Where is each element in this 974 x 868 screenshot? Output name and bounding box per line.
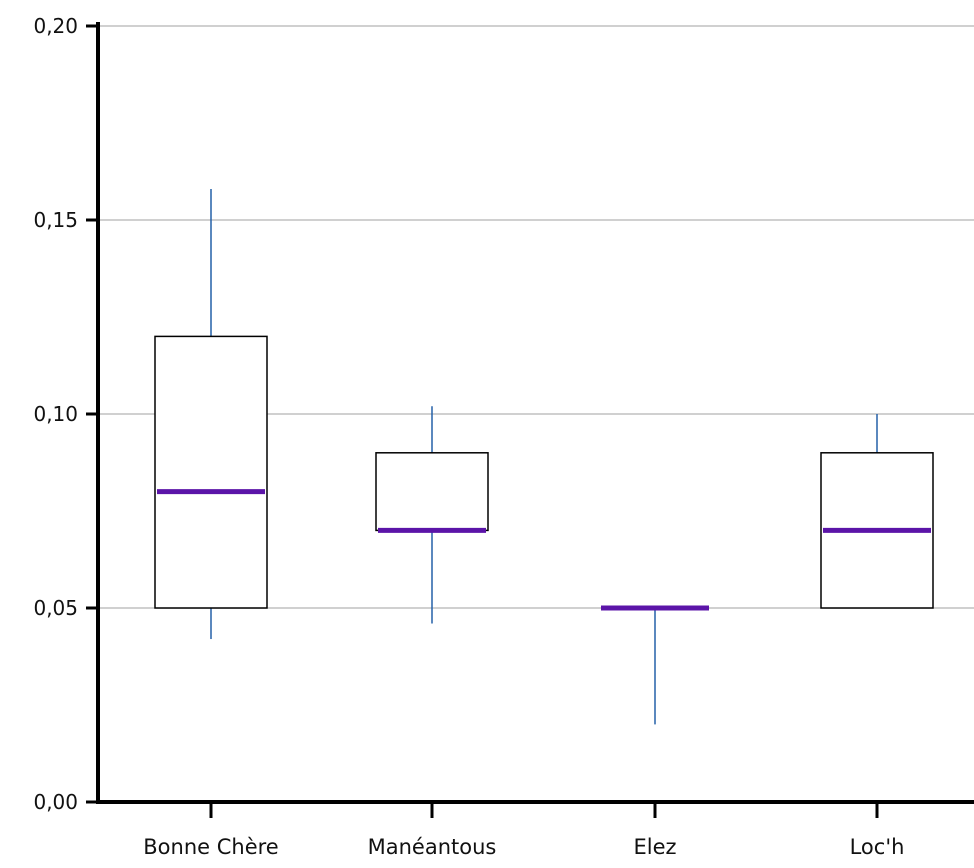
y-tick-label: 0,15 — [33, 208, 78, 232]
box-group — [375, 406, 489, 624]
box-group — [820, 414, 934, 609]
x-category-label: Loc'h — [850, 835, 905, 859]
plot-area — [154, 188, 934, 725]
y-tick-label: 0,00 — [33, 790, 78, 814]
x-category-label: Bonne Chère — [143, 835, 278, 859]
box-group — [601, 605, 709, 725]
iqr-box — [154, 335, 268, 609]
iqr-box — [375, 452, 489, 532]
axis-labels: 0,00 0,05 0,10 0,15 0,20 Bonne Chère Manéantou… — [33, 14, 904, 859]
box-group — [154, 188, 268, 640]
y-tick-label: 0,20 — [33, 14, 78, 38]
y-tick-label: 0,10 — [33, 402, 78, 426]
x-category-label: Elez — [633, 835, 676, 859]
x-category-label: Manéantous — [368, 835, 497, 859]
y-tick-label: 0,05 — [33, 596, 78, 620]
